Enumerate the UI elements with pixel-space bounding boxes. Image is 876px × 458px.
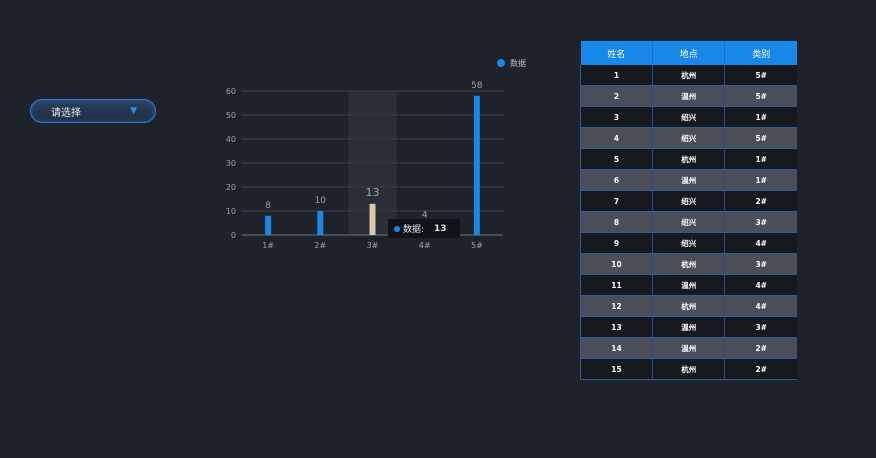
table-row: 12 杭州 4# — [579, 295, 797, 317]
cell-location: 绍兴 — [652, 106, 726, 128]
cell-location: 杭州 — [652, 358, 726, 380]
cell-name: 6 — [579, 169, 654, 191]
legend-label: 数据 — [510, 58, 526, 68]
bar-value-label: 13 — [366, 186, 380, 199]
tooltip-series-dot — [394, 225, 400, 232]
cell-category: 2# — [724, 190, 797, 212]
cell-location: 温州 — [652, 85, 726, 107]
cell-category: 4# — [724, 295, 797, 317]
table-header-location: 地点 — [652, 41, 726, 65]
table-row: 6 温州 1# — [579, 169, 797, 191]
cell-location: 温州 — [652, 169, 726, 191]
x-tick-label: 4# — [419, 241, 431, 250]
cell-category: 2# — [724, 358, 797, 380]
cell-name: 1 — [579, 65, 654, 86]
table-row: 10 杭州 3# — [579, 253, 797, 275]
bar-value-label: 4 — [422, 210, 428, 220]
cell-location: 温州 — [652, 316, 726, 338]
table-row: 1 杭州 5# — [579, 65, 797, 86]
cell-name: 9 — [579, 232, 654, 254]
cell-category: 1# — [724, 148, 797, 170]
table-row: 8 绍兴 3# — [579, 211, 797, 233]
cell-location: 杭州 — [652, 253, 726, 275]
cell-category: 5# — [724, 65, 797, 86]
cell-category: 5# — [724, 85, 797, 107]
cell-name: 5 — [579, 148, 654, 170]
cell-category: 3# — [724, 253, 797, 275]
cell-category: 1# — [724, 169, 797, 191]
cell-name: 11 — [579, 274, 654, 296]
bar — [265, 215, 272, 235]
y-tick-label: 0 — [231, 231, 236, 240]
table-header-row: 姓名 地点 类别 — [580, 41, 797, 65]
x-tick-label: 2# — [314, 241, 326, 250]
cell-location: 绍兴 — [652, 127, 726, 149]
tooltip-value: 13 — [434, 223, 447, 234]
bar-value-label: 8 — [265, 201, 271, 211]
table-row: 7 绍兴 2# — [579, 190, 797, 212]
bar-value-label: 10 — [315, 196, 327, 206]
cell-location: 杭州 — [652, 65, 726, 86]
cell-location: 温州 — [652, 274, 726, 296]
table-row: 14 温州 2# — [579, 337, 797, 359]
cell-location: 杭州 — [652, 148, 726, 170]
cell-name: 4 — [579, 127, 654, 149]
caret-down-icon: ▼ — [130, 106, 137, 116]
chart-tooltip: 数据: 13 — [388, 219, 460, 238]
cell-name: 8 — [579, 211, 654, 233]
tooltip-series-label: 数据: — [403, 225, 425, 235]
select-placeholder: 请选择 — [51, 107, 81, 119]
cell-location: 绍兴 — [652, 190, 726, 212]
cell-category: 2# — [724, 337, 797, 359]
y-tick-label: 50 — [226, 111, 236, 120]
bar — [317, 211, 324, 235]
x-tick-label: 1# — [262, 241, 274, 250]
x-tick-label: 3# — [367, 241, 379, 250]
table-row: 4 绍兴 5# — [579, 127, 797, 149]
cell-category: 4# — [724, 232, 797, 254]
cell-name: 7 — [579, 190, 654, 212]
table-row: 11 温州 4# — [579, 274, 797, 296]
y-tick-label: 10 — [226, 207, 236, 216]
x-tick-label: 5# — [471, 241, 483, 250]
table-header-name: 姓名 — [580, 41, 654, 65]
cell-location: 杭州 — [652, 295, 726, 317]
y-tick-label: 60 — [226, 87, 236, 96]
bar — [473, 95, 480, 235]
table-row: 3 绍兴 1# — [579, 106, 797, 128]
cell-category: 4# — [724, 274, 797, 296]
cell-location: 绍兴 — [652, 211, 726, 233]
table-row: 5 杭州 1# — [579, 148, 797, 170]
bar-value-label: 58 — [471, 81, 483, 91]
table-row: 13 温州 3# — [579, 316, 797, 338]
table-row: 15 杭州 2# — [579, 358, 797, 380]
table-header-category: 类别 — [724, 41, 797, 65]
cell-category: 3# — [724, 211, 797, 233]
table-row: 2 温州 5# — [579, 85, 797, 107]
cell-name: 2 — [579, 85, 654, 107]
data-table: 姓名 地点 类别 1 杭州 5# 2 温州 5# 3 绍兴 1# 4 绍兴 5# 5 杭州 1# 6 温州 1# 7… — [579, 41, 797, 380]
select-dropdown[interactable]: 请选择 ▼ — [30, 99, 156, 123]
cell-name: 13 — [579, 316, 654, 338]
cell-name: 3 — [579, 106, 654, 128]
cell-name: 10 — [579, 253, 654, 275]
y-tick-label: 40 — [226, 135, 236, 144]
y-tick-label: 20 — [226, 183, 236, 192]
legend-dot — [497, 59, 505, 67]
cell-name: 15 — [579, 358, 654, 380]
cell-category: 5# — [724, 127, 797, 149]
table-row: 9 绍兴 4# — [579, 232, 797, 254]
cell-category: 1# — [724, 106, 797, 128]
cell-location: 绍兴 — [652, 232, 726, 254]
bar — [369, 203, 376, 235]
cell-name: 14 — [579, 337, 654, 359]
y-tick-label: 30 — [226, 159, 236, 168]
cell-name: 12 — [579, 295, 654, 317]
cell-location: 温州 — [652, 337, 726, 359]
cell-category: 3# — [724, 316, 797, 338]
